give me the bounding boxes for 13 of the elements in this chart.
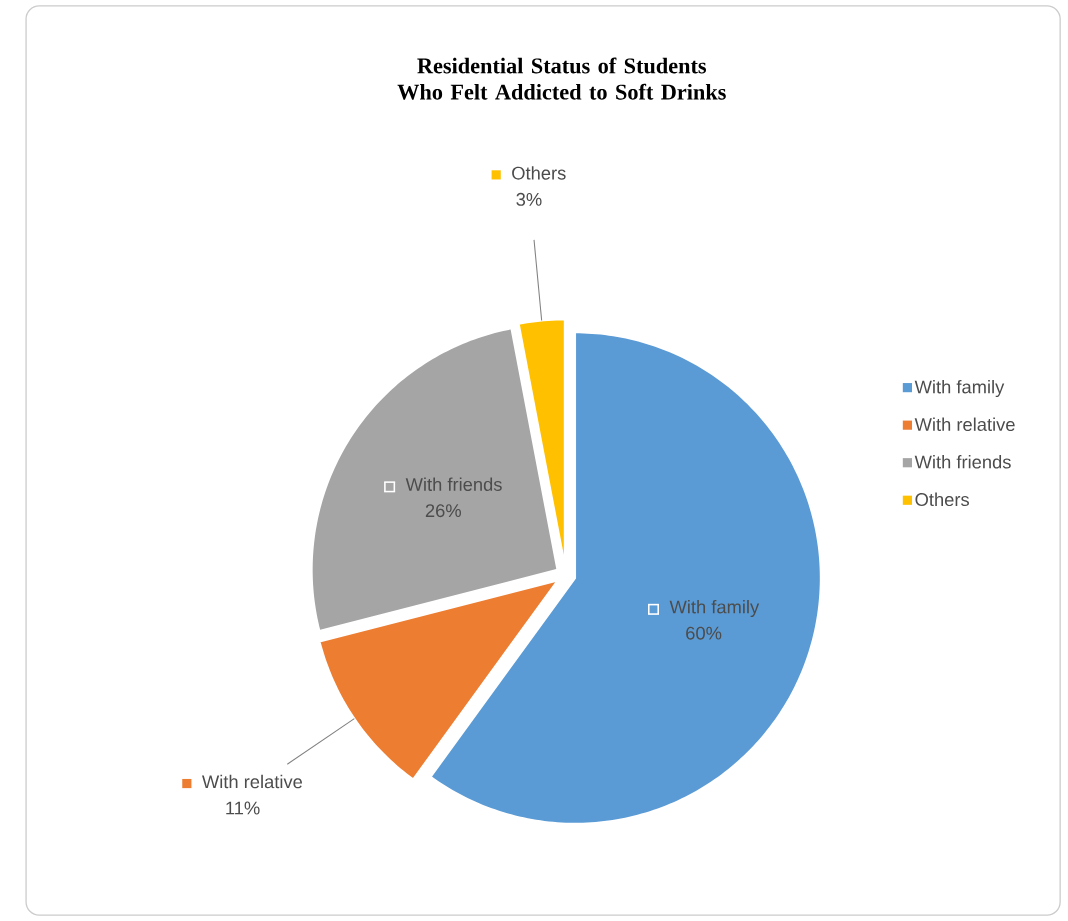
- chart-title: Residential Status of Students Who Felt Addicted to Soft Drinks: [397, 57, 726, 100]
- legend-label: With relative: [202, 774, 303, 789]
- data-label: 26%: [425, 504, 461, 518]
- category-label: With relative: [914, 417, 1015, 432]
- slice-label: With family: [669, 599, 760, 618]
- legend-label: With friends: [914, 455, 1011, 469]
- data-label: 11%: [226, 801, 260, 815]
- data-label: 60%: [686, 626, 722, 640]
- slice-label: With friends: [405, 477, 502, 491]
- category-label: Others: [915, 492, 969, 507]
- legend-label: With family: [914, 379, 1005, 398]
- data-label: 3%: [516, 192, 542, 206]
- legend-label: Others: [512, 166, 566, 180]
